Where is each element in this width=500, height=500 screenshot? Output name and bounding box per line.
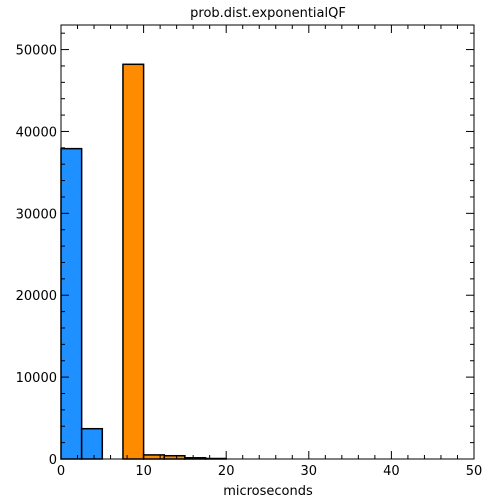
x-tick-label: 30 [301,464,318,479]
x-tick-label: 10 [135,464,152,479]
y-tick-label: 10000 [16,371,57,386]
tick-labels-group: 0 10 20 30 40 50 0 10000 20000 30000 40000 50000 [16,44,483,479]
chart-title: prob.dist.exponentialQF [190,6,346,21]
x-tick-label: 20 [218,464,235,479]
y-tick-label: 0 [49,453,57,468]
bars-group [60,63,227,460]
y-tick-label: 30000 [16,207,57,222]
x-tick-label: 0 [57,464,65,479]
x-tick-label: 40 [383,464,400,479]
x-tick-label: 50 [466,464,483,479]
y-tick-label: 50000 [16,44,57,59]
plot-frame [60,24,475,460]
y-tick-label: 20000 [16,289,57,304]
x-axis-label: microseconds [223,484,313,499]
histogram-bar-s0-b1 [80,427,104,460]
histogram-bar-s1-b0 [122,63,145,460]
y-tick-label: 40000 [16,125,57,140]
ticks-group [60,25,475,460]
histogram-bar-s0-b0 [60,147,83,460]
histogram-bar-s1-b1 [142,454,166,460]
